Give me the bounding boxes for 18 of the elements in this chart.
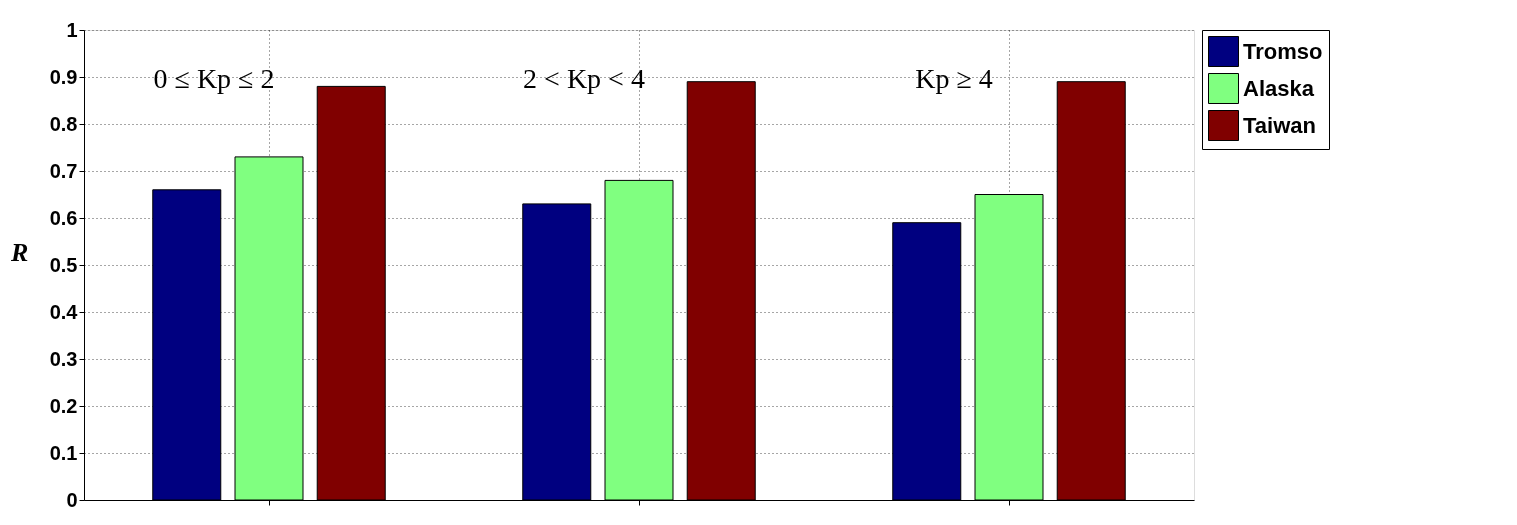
y-tick-label: 0	[66, 488, 78, 511]
y-tick-label: 0.8	[49, 112, 78, 135]
annotation: 0 ≤ Kp ≤ 2	[153, 63, 275, 94]
y-tick-label: 0.6	[49, 206, 78, 229]
y-tick-label: 1	[66, 18, 78, 41]
annotation: 2 < Kp < 4	[523, 63, 645, 94]
legend-label: Alaska	[1243, 75, 1315, 101]
y-tick-label: 0.9	[49, 65, 78, 88]
y-tick-label: 0.7	[49, 159, 78, 182]
legend-label: Tromso	[1243, 38, 1323, 64]
annotation: Kp ≥ 4	[915, 63, 993, 94]
y-tick-label: 0.3	[49, 347, 78, 370]
y-tick-label: 0.2	[49, 394, 78, 417]
y-tick-label: 0.5	[49, 253, 78, 276]
y-tick-label: 0.4	[49, 300, 79, 323]
y-axis-title: R	[10, 237, 29, 267]
y-tick-label: 0.1	[49, 441, 78, 464]
legend-label: Taiwan	[1243, 112, 1316, 138]
